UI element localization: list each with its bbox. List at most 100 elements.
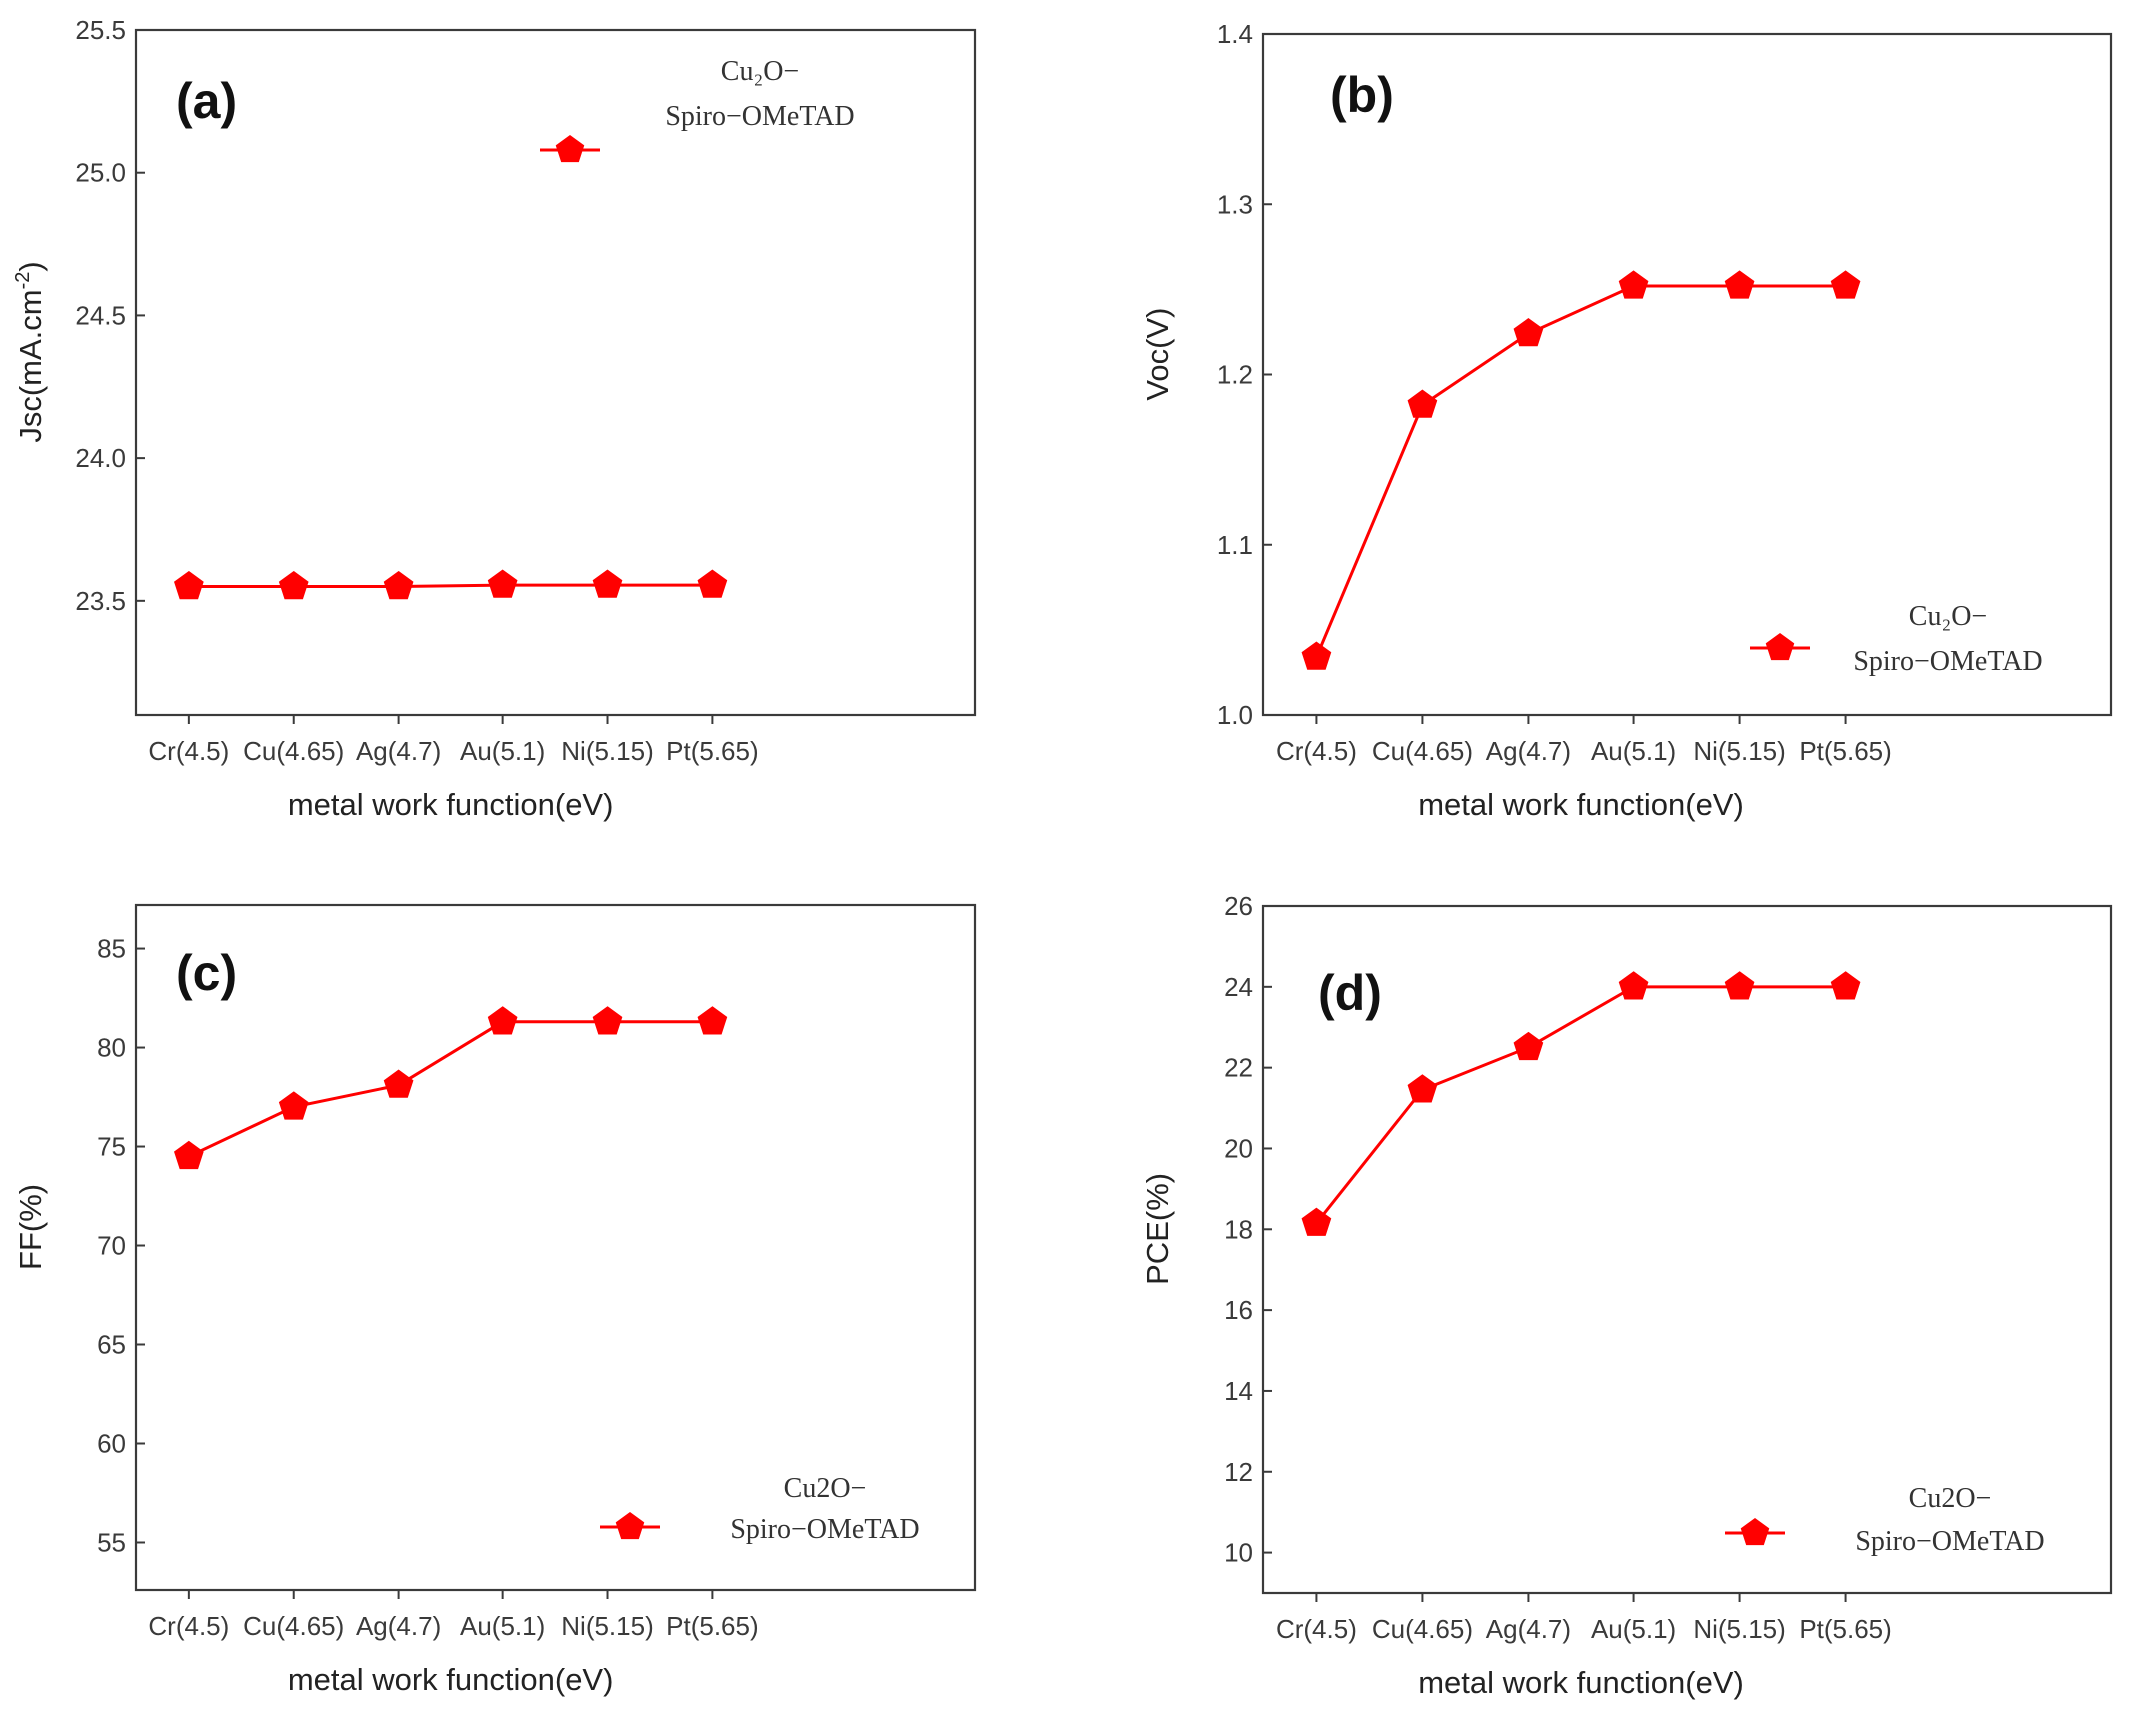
y-axis-title-sup: -2 (12, 272, 34, 290)
legend-label-line1: Cu2O− (1909, 1483, 1992, 1514)
y-axis-title-close: ) (13, 261, 48, 271)
data-point-c-3 (487, 1006, 518, 1035)
y-tick-label: 18 (1224, 1214, 1253, 1244)
x-tick-label: Ni(5.15) (561, 736, 653, 766)
y-tick-label: 55 (97, 1527, 126, 1557)
y-tick-label: 14 (1224, 1376, 1253, 1406)
x-tick-label: Cu(4.65) (243, 1611, 344, 1641)
y-tick-label: 85 (97, 934, 126, 964)
x-axis-title: metal work function(eV) (288, 787, 614, 822)
data-point-d-5 (1830, 971, 1861, 1000)
x-axis-title: metal work function(eV) (288, 1662, 614, 1697)
y-tick-label: 80 (97, 1033, 126, 1063)
data-point-d-4 (1724, 971, 1755, 1000)
series-line (1315, 985, 1846, 1225)
series-line (188, 1020, 713, 1158)
data-point-b-1 (1407, 389, 1438, 418)
x-tick-label: Cu(4.65) (243, 736, 344, 766)
x-axis-title: metal work function(eV) (1418, 787, 1744, 822)
plot-frame (1261, 904, 2113, 1595)
series-line (188, 583, 713, 589)
data-point-b-5 (1830, 270, 1861, 299)
y-tick-label: 75 (97, 1132, 126, 1162)
data-point-d-0 (1301, 1207, 1332, 1236)
legend-marker (1740, 1518, 1770, 1546)
y-tick-label: 65 (97, 1330, 126, 1360)
data-point-c-5 (697, 1006, 728, 1035)
x-tick-label: Ag(4.7) (1486, 736, 1571, 766)
y-axis-title: PCE(%) (1140, 1173, 1175, 1285)
data-point-b-0 (1301, 641, 1332, 670)
panel-label: (a) (176, 73, 237, 129)
y-tick-label: 23.5 (75, 586, 126, 616)
legend-label-line2: Spiro−OMeTAD (1855, 1526, 2044, 1557)
x-tick-label: Ni(5.15) (1693, 736, 1785, 766)
legend: Cu2O− Spiro−OMeTAD (600, 1473, 920, 1545)
data-point-c-0 (174, 1140, 204, 1170)
data-point-a-4 (592, 569, 623, 598)
chart-panel-c: 55 60 65 70 75 80 85 Cr(4.5) Cu(4.65) Ag(4.7) Au(5… (13, 903, 977, 1697)
data-point-b-2 (1513, 318, 1544, 347)
legend-label-line1: Cu₂O− (1909, 601, 1987, 632)
x-tick-label: Cr(4.5) (1276, 736, 1357, 766)
data-point-b-3 (1618, 270, 1649, 299)
x-tick-label: Cr(4.5) (1276, 1614, 1357, 1644)
x-tick-label: Cu(4.65) (1372, 736, 1473, 766)
data-point-d-1 (1407, 1074, 1438, 1103)
x-tick-label: Pt(5.65) (1799, 1614, 1892, 1644)
y-tick-label: 26 (1224, 891, 1253, 921)
legend-label-line2: Spiro−OMeTAD (730, 1514, 919, 1545)
x-tick-label: Ni(5.15) (1693, 1614, 1785, 1644)
x-tick-label: Pt(5.65) (1799, 736, 1892, 766)
legend: Cu₂O− Spiro−OMeTAD (1750, 601, 2043, 677)
y-tick-label: 20 (1224, 1133, 1253, 1163)
x-tick-label: Ag(4.7) (356, 736, 441, 766)
plot-frame (134, 903, 977, 1592)
legend-marker (555, 135, 585, 163)
x-tick-label: Au(5.1) (460, 736, 545, 766)
legend-label-line2: Spiro−OMeTAD (1853, 646, 2042, 677)
panel-label: (b) (1330, 67, 1394, 123)
y-tick-label: 24.5 (75, 300, 126, 330)
y-tick-label: 1.0 (1217, 700, 1253, 730)
data-point-d-3 (1618, 971, 1649, 1000)
chart-panel-b: 1.0 1.1 1.2 1.3 1.4 Cr(4.5) Cu(4.65) Ag(4.7) Au(… (1140, 19, 2113, 822)
data-point-c-4 (592, 1006, 623, 1035)
legend-label-line2: Spiro−OMeTAD (665, 101, 854, 132)
y-tick-label: 12 (1224, 1457, 1253, 1487)
y-axis-title: FF(%) (13, 1184, 48, 1270)
panel-label: (d) (1318, 965, 1382, 1021)
x-tick-label: Au(5.1) (1591, 736, 1676, 766)
data-point-a-0 (174, 570, 204, 600)
y-tick-label: 70 (97, 1231, 126, 1261)
y-tick-label: 16 (1224, 1295, 1253, 1325)
series-line (1315, 284, 1846, 658)
data-point-b-4 (1724, 270, 1755, 299)
y-tick-label: 1.4 (1217, 19, 1253, 49)
y-tick-label: 1.1 (1217, 530, 1253, 560)
x-tick-label: Ni(5.15) (561, 1611, 653, 1641)
y-tick-label: 60 (97, 1428, 126, 1458)
x-tick-label: Ag(4.7) (1486, 1614, 1571, 1644)
data-point-a-1 (278, 570, 309, 600)
y-tick-label: 24.0 (75, 443, 126, 473)
x-tick-label: Au(5.1) (1591, 1614, 1676, 1644)
x-tick-label: Ag(4.7) (356, 1611, 441, 1641)
legend: Cu2O− Spiro−OMeTAD (1725, 1483, 2045, 1557)
y-tick-label: 22 (1224, 1053, 1253, 1083)
y-axis-title: Voc(V) (1140, 308, 1175, 401)
legend-label-line1: Cu₂O− (721, 56, 799, 87)
x-tick-label: Cr(4.5) (148, 736, 229, 766)
x-tick-label: Cr(4.5) (148, 1611, 229, 1641)
x-tick-label: Au(5.1) (460, 1611, 545, 1641)
panel-label: (c) (176, 945, 237, 1001)
y-tick-label: 1.3 (1217, 189, 1253, 219)
x-tick-label: Pt(5.65) (666, 736, 759, 766)
x-tick-label: Pt(5.65) (666, 1611, 759, 1641)
plot-frame (134, 28, 977, 717)
x-tick-label: Cu(4.65) (1372, 1614, 1473, 1644)
data-point-c-2 (383, 1069, 414, 1098)
legend: Cu₂O− Spiro−OMeTAD (540, 56, 855, 163)
x-axis-title: metal work function(eV) (1418, 1665, 1744, 1700)
y-tick-label: 25.0 (75, 158, 126, 188)
